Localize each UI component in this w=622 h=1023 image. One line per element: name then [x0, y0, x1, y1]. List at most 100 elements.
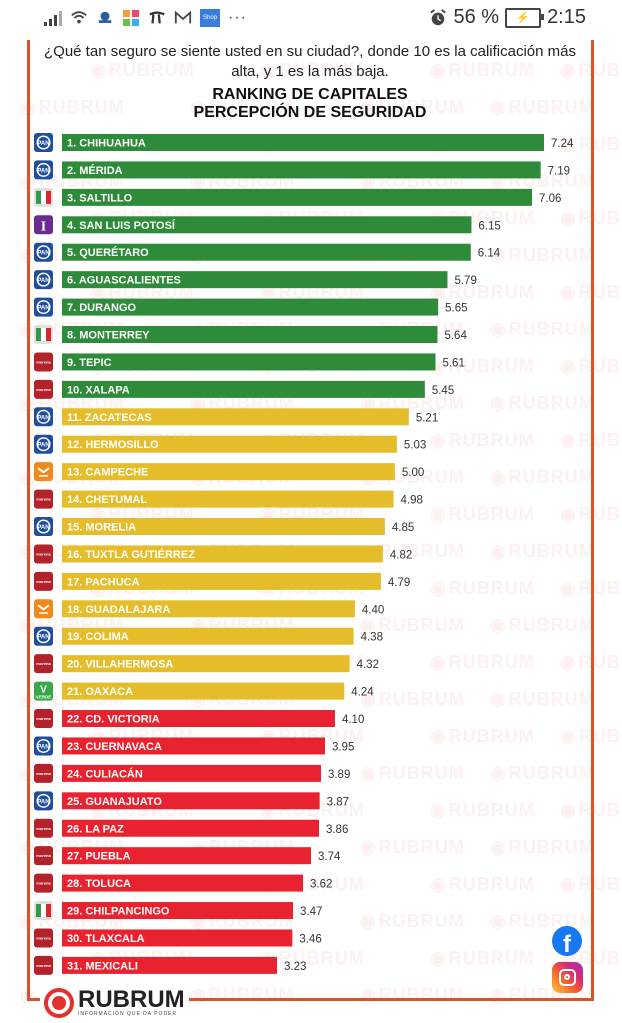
chart-title: RANKING DE CAPITALES PERCEPCIÓN DE SEGUR… [40, 86, 580, 122]
bar [62, 243, 471, 261]
svg-text:PAN: PAN [37, 168, 49, 174]
watermark: RUBRUM [430, 726, 535, 747]
watermark: RUBRUM [490, 541, 595, 562]
bar-row: morena 27. PUEBLA 3.74 [34, 846, 341, 866]
party-logo-pri-icon [34, 325, 53, 345]
bar [62, 326, 438, 344]
party-logo-pan-icon: PAN [34, 434, 53, 454]
bar-category-label: 30. TLAXCALA [67, 933, 145, 945]
party-logo-pan-icon: PAN [34, 160, 53, 180]
bar [62, 655, 350, 673]
svg-text:PAN: PAN [37, 141, 49, 147]
bar-category-label: 26. LA PAZ [67, 823, 124, 835]
bar-row: morena 14. CHETUMAL 4.98 [34, 489, 423, 509]
svg-text:PAN: PAN [37, 744, 49, 750]
watermark: RUBRUM [560, 356, 622, 377]
party-logo-pan-icon: PAN [34, 297, 53, 317]
bar-value-label: 4.79 [388, 577, 410, 589]
watermark: RUBRUM [560, 874, 622, 895]
bar [62, 216, 472, 234]
svg-text:morena: morena [36, 853, 51, 858]
bar-category-label: 9. TEPIC [67, 357, 112, 369]
bar-row: morena 30. TLAXCALA 3.46 [34, 928, 322, 948]
watermark: RUBRUM [560, 430, 622, 451]
party-logo-pan-icon: PAN [34, 517, 53, 537]
bar-row: PAN 23. CUERNAVACA 3.95 [34, 736, 354, 756]
watermark: RUBRUM [490, 615, 595, 636]
bar-category-label: 2. MÉRIDA [67, 164, 123, 177]
bar-category-label: 4. SAN LUIS POTOSÍ [67, 219, 176, 232]
status-icons-right: 56 % ⚡ 2:15 [429, 6, 586, 29]
bar-category-label: 14. CHETUMAL [67, 494, 147, 506]
app-icon [149, 11, 165, 24]
bar-category-label: 29. CHILPANCINGO [67, 906, 170, 918]
watermark: RUBRUM [360, 985, 465, 1006]
svg-text:PAN: PAN [37, 443, 49, 449]
bar [62, 874, 303, 892]
bar-category-label: 21. OAXACA [67, 686, 133, 698]
bar-value-label: 3.47 [300, 906, 322, 918]
watermark: RUBRUM [430, 800, 535, 821]
bar-category-label: 22. CD. VICTORIA [67, 714, 160, 726]
watermark: RUBRUM [430, 578, 535, 599]
svg-text:PAN: PAN [37, 525, 49, 531]
watermark: RUBRUM [560, 60, 622, 81]
bar-value-label: 5.03 [404, 440, 426, 452]
bar-row: PAN 11. ZACATECAS 5.21 [34, 407, 438, 427]
bar-value-label: 7.19 [548, 165, 570, 177]
bar [62, 819, 319, 837]
bar [62, 929, 293, 947]
party-logo-pri-icon [34, 187, 53, 207]
watermark: RUBRUM [360, 763, 465, 784]
bar-row: PAN 5. QUERÉTARO 6.14 [34, 242, 501, 262]
party-logo-pan-icon: PAN [34, 242, 53, 262]
bar-value-label: 3.74 [318, 851, 341, 863]
svg-text:PAN: PAN [37, 415, 49, 421]
bar-category-label: 23. CUERNAVACA [67, 741, 162, 753]
watermark: RUBRUM [560, 800, 622, 821]
party-logo-morena-icon: morena [34, 763, 53, 783]
party-logo-morena-icon: morena [34, 352, 53, 372]
bar [62, 298, 439, 316]
more-icon: ··· [228, 9, 247, 26]
svg-text:PAN: PAN [37, 799, 49, 805]
watermark: RUBRUM [560, 208, 622, 229]
party-logo-pan-icon: PAN [34, 626, 53, 646]
party-logo-pan-icon: PAN [34, 736, 53, 756]
watermark: RUBRUM [90, 60, 195, 81]
svg-text:PAN: PAN [37, 635, 49, 641]
bar-value-label: 3.62 [310, 879, 332, 891]
instagram-icon[interactable] [552, 962, 583, 993]
party-logo-mc-icon [34, 599, 53, 619]
bar-value-label: 5.79 [454, 275, 476, 287]
svg-text:morena: morena [36, 826, 51, 831]
party-logo-morena-icon: morena [34, 654, 53, 674]
party-logo-pan-icon: PAN [34, 407, 53, 427]
svg-text:V: V [40, 685, 47, 696]
bar-category-label: 6. AGUASCALIENTES [67, 275, 181, 287]
bar-category-label: 28. TOLUCA [67, 878, 131, 890]
watermark: RUBRUM [490, 837, 595, 858]
bar-value-label: 5.65 [445, 303, 467, 315]
bar-value-label: 3.95 [332, 741, 354, 753]
svg-text:morena: morena [36, 387, 51, 392]
bar-value-label: 4.98 [401, 495, 423, 507]
bar-value-label: 3.87 [327, 796, 349, 808]
bar-row: PAN 2. MÉRIDA 7.19 [34, 160, 570, 180]
watermark: RUBRUM [430, 60, 535, 81]
watermark: RUBRUM [490, 393, 595, 414]
bar-row: PAN 12. HERMOSILLO 5.03 [34, 434, 426, 454]
bar-value-label: 6.14 [478, 248, 501, 260]
party-logo-morena-icon: morena [34, 928, 53, 948]
svg-text:PAN: PAN [37, 278, 49, 284]
battery-charging-icon: ⚡ [505, 7, 545, 28]
bar-value-label: 5.21 [416, 412, 438, 424]
facebook-icon[interactable]: f [552, 926, 582, 956]
svg-text:morena: morena [36, 771, 51, 776]
bar [62, 682, 345, 700]
bar-category-label: 12. HERMOSILLO [67, 439, 159, 451]
bar-row: morena 24. CULIACÁN 3.89 [34, 763, 350, 783]
bar-row: morena 20. VILLAHERMOSA 4.32 [34, 654, 379, 674]
signal-icon [44, 10, 62, 26]
